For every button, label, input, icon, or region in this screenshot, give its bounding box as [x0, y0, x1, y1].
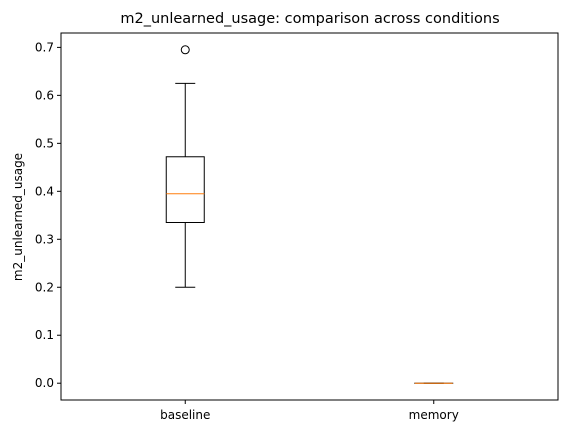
y-tick-label: 0.2 [35, 280, 54, 294]
x-tick-label: memory [409, 408, 459, 422]
y-tick-label: 0.1 [35, 328, 54, 342]
y-tick-label: 0.6 [35, 88, 54, 102]
y-axis-label: m2_unlearned_usage [11, 153, 25, 281]
y-tick-label: 0.5 [35, 136, 54, 150]
axes-frame [60, 32, 559, 401]
chart-title: m2_unlearned_usage: comparison across co… [120, 11, 499, 27]
y-tick-label: 0.7 [35, 40, 54, 54]
y-tick-label: 0.4 [35, 184, 54, 198]
y-tick-label: 0.3 [35, 232, 54, 246]
outlier-point [180, 45, 190, 55]
y-tick-label: 0.0 [35, 376, 54, 390]
x-tick-label: baseline [160, 408, 210, 422]
plot-area: 0.0 0.1 0.2 0.3 0.4 0.5 0.6 0.7 baseline memory [35, 32, 559, 422]
box-baseline [165, 156, 205, 223]
